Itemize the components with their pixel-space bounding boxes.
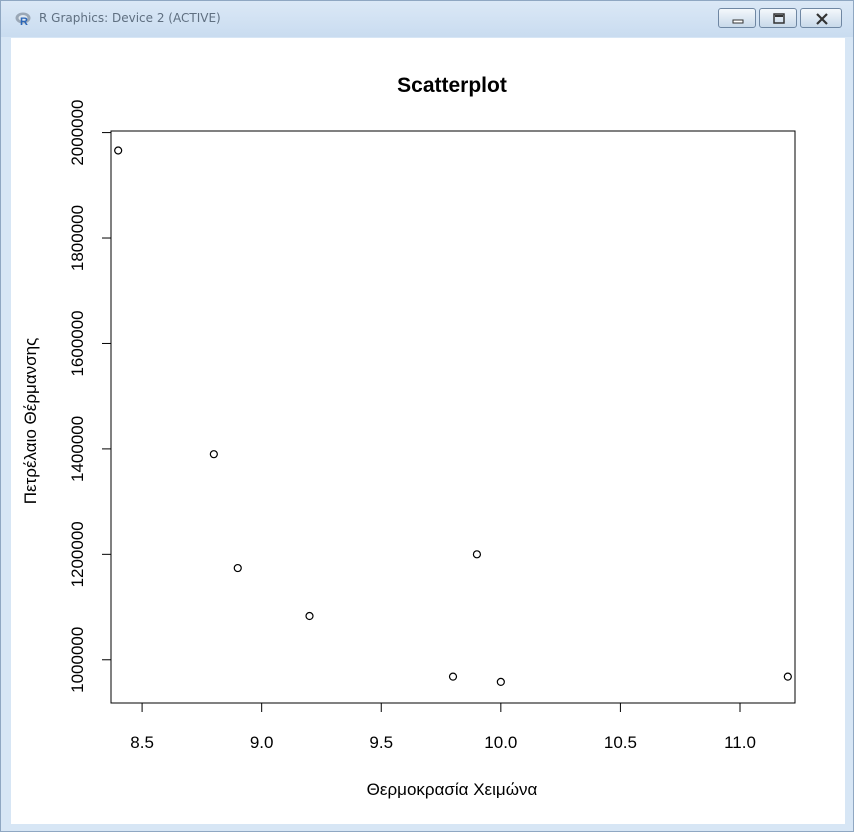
minimize-icon bbox=[732, 19, 744, 24]
chart-title: Scatterplot bbox=[397, 74, 507, 97]
scatter-point bbox=[448, 672, 458, 681]
close-button[interactable] bbox=[800, 8, 842, 28]
plot-area: Scatterplot 8.5 9.0 9.5 10.0 10.5 11.0 100000… bbox=[11, 38, 845, 824]
scatter-point bbox=[114, 146, 123, 155]
y-tick-label: 1400000 bbox=[68, 416, 87, 482]
scatter-point bbox=[496, 677, 505, 687]
scatter-point bbox=[472, 550, 482, 559]
y-tick-label: 1800000 bbox=[68, 205, 87, 271]
x-tick-label: 10.0 bbox=[484, 733, 517, 752]
svg-text:R: R bbox=[20, 16, 28, 27]
window-title: R Graphics: Device 2 (ACTIVE) bbox=[39, 11, 221, 25]
x-axis-label: Θερμοκρασία Χειμώνα bbox=[367, 780, 538, 799]
x-tick-label: 11.0 bbox=[724, 733, 756, 752]
y-axis-label: Πετρέλαιο Θέρμανσης bbox=[21, 338, 40, 505]
title-bar[interactable]: R R Graphics: Device 2 (ACTIVE) bbox=[1, 1, 853, 37]
x-tick-label: 8.5 bbox=[130, 733, 154, 752]
maximize-icon bbox=[773, 13, 785, 24]
y-tick-label: 2000000 bbox=[68, 99, 87, 165]
y-tick-label: 1200000 bbox=[68, 521, 87, 587]
y-tick-label: 1000000 bbox=[68, 627, 87, 693]
scatter-point bbox=[209, 450, 218, 459]
scatter-point bbox=[305, 611, 314, 621]
minimize-button[interactable] bbox=[718, 8, 756, 28]
x-tick-label: 9.0 bbox=[250, 733, 274, 752]
close-icon bbox=[816, 13, 828, 25]
x-axis: 8.5 9.0 9.5 10.0 10.5 11.0 bbox=[130, 702, 756, 752]
r-logo-icon: R bbox=[15, 12, 31, 27]
data-points bbox=[114, 146, 792, 687]
y-axis: 1000000 1200000 1400000 1600000 1800000 20000… bbox=[68, 99, 112, 693]
maximize-button[interactable] bbox=[759, 8, 797, 28]
y-tick-label: 1600000 bbox=[68, 310, 87, 376]
plot-frame bbox=[110, 130, 796, 704]
scatter-chart: Scatterplot 8.5 9.0 9.5 10.0 10.5 11.0 100000… bbox=[21, 74, 796, 799]
x-tick-label: 10.5 bbox=[604, 733, 637, 752]
scatter-point bbox=[783, 672, 792, 681]
scatter-point bbox=[233, 563, 242, 573]
x-tick-label: 9.5 bbox=[369, 733, 393, 752]
